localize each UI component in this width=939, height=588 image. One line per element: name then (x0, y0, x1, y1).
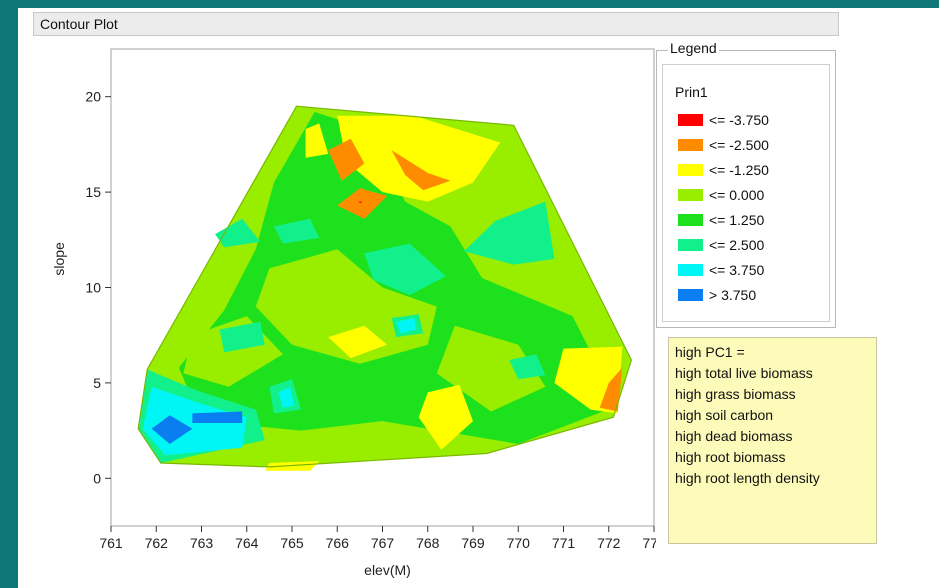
legend-label: <= 0.000 (709, 187, 765, 203)
contour-region (219, 321, 265, 353)
legend-swatch (678, 239, 703, 251)
y-axis-label: slope (51, 242, 67, 276)
legend-swatch (678, 264, 703, 276)
note-line: high dead biomass (675, 428, 793, 444)
contour-region (391, 150, 451, 191)
legend-swatch (678, 139, 703, 151)
x-tick-label: 767 (371, 535, 395, 551)
y-tick-label: 0 (93, 470, 101, 486)
contour-region (328, 138, 365, 181)
legend-label: <= 2.500 (709, 237, 765, 253)
x-tick-label: 765 (280, 535, 304, 551)
contour-region (418, 384, 473, 450)
contour-region (192, 411, 243, 423)
legend-inner-frame (662, 64, 830, 322)
x-tick-label: 773 (642, 535, 656, 551)
contour-region (358, 201, 363, 204)
contour-region (364, 243, 446, 296)
x-tick-label: 763 (190, 535, 214, 551)
note-line: high grass biomass (675, 386, 796, 402)
note-line: high root biomass (675, 449, 786, 465)
contour-region (328, 325, 387, 359)
legend-label: > 3.750 (709, 287, 757, 303)
legend-swatch (678, 289, 703, 301)
contour-region (509, 354, 546, 380)
x-axis-label: elev(M) (364, 562, 411, 578)
legend-swatch (678, 164, 703, 176)
x-tick-label: 761 (99, 535, 123, 551)
legend-swatch (678, 114, 703, 126)
contour-region (151, 415, 193, 444)
note-line: high total live biomass (675, 365, 813, 381)
contour-region (255, 249, 437, 364)
legend-label: <= -1.250 (709, 162, 769, 178)
x-tick-label: 764 (235, 535, 259, 551)
contour-region (273, 218, 320, 244)
window-title: Contour Plot (33, 12, 839, 36)
note-line: high root length density (675, 470, 820, 486)
contour-chart: 761 762 763 764 765 766 767 768 769 770 771 772 773 0… (51, 48, 656, 578)
y-tick-label: 5 (93, 375, 101, 391)
x-tick-label: 772 (597, 535, 621, 551)
legend-swatch (678, 189, 703, 201)
y-tick-label: 20 (85, 89, 101, 105)
annotation-note: high PC1 = high total live biomass high … (668, 337, 877, 544)
contour-region (599, 367, 623, 412)
y-tick-label: 15 (85, 184, 101, 200)
contour-region (337, 115, 501, 202)
note-line: high PC1 = (675, 344, 745, 360)
legend-label: <= -3.750 (709, 112, 769, 128)
contour-region (278, 386, 295, 408)
legend-variable: Prin1 (675, 84, 708, 100)
contour-region (436, 325, 546, 412)
x-tick-label: 768 (416, 535, 440, 551)
x-tick-label: 771 (552, 535, 576, 551)
contour-region (463, 201, 555, 265)
contour-region (337, 188, 387, 219)
contour-region (305, 123, 329, 158)
note-line: high soil carbon (675, 407, 774, 423)
legend-label: <= -2.500 (709, 137, 769, 153)
hull-outline (137, 105, 633, 468)
legend-title: Legend (668, 40, 719, 56)
x-tick-label: 766 (326, 535, 350, 551)
contour-region (396, 318, 417, 334)
x-tick-label: 770 (507, 535, 531, 551)
x-tick-label: 769 (461, 535, 485, 551)
legend-label: <= 1.250 (709, 212, 765, 228)
contour-region (215, 218, 261, 248)
legend-label: <= 3.750 (709, 262, 765, 278)
y-tick-label: 10 (85, 280, 101, 296)
legend-swatch (678, 214, 703, 226)
x-tick-label: 762 (145, 535, 169, 551)
